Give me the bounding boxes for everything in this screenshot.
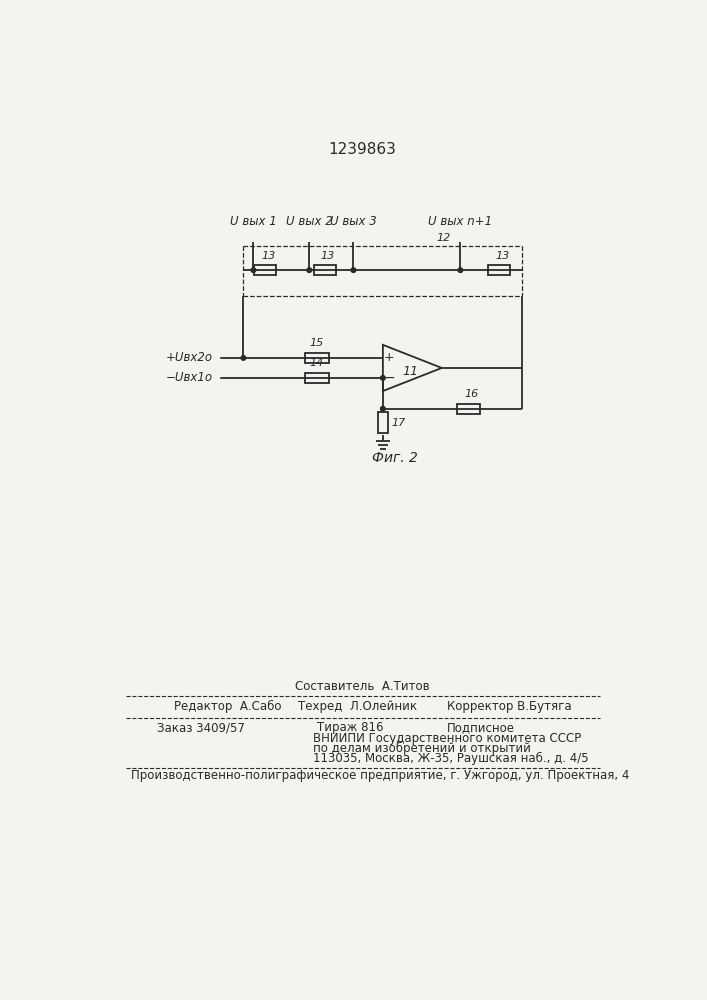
Circle shape [380,376,385,380]
Text: 15: 15 [310,338,324,348]
Text: Производственно-полиграфическое предприятие, г. Ужгород, ул. Проектная, 4: Производственно-полиграфическое предприя… [131,769,629,782]
Text: 113035, Москва, Ж-35, Раушская наб., д. 4/5: 113035, Москва, Ж-35, Раушская наб., д. … [313,752,589,765]
Text: 1239863: 1239863 [329,142,397,157]
Text: U вых n+1: U вых n+1 [428,215,493,228]
Bar [378,412,388,433]
Circle shape [213,375,219,381]
Text: Корректор В.Бутяга: Корректор В.Бутяга [448,700,572,713]
Text: 13: 13 [261,251,275,261]
Circle shape [380,406,385,411]
Text: 11: 11 [402,365,418,378]
Circle shape [307,268,312,272]
Bar [305,373,329,383]
Text: Редактор  А.Сабо: Редактор А.Сабо [174,700,281,713]
Bar [255,265,276,275]
Text: по делам изобретений и открытий: по делам изобретений и открытий [313,742,531,755]
Circle shape [457,231,464,237]
Text: U вых 1: U вых 1 [230,215,277,228]
Bar [314,265,336,275]
Circle shape [250,231,257,237]
Circle shape [213,355,219,361]
Circle shape [351,268,356,272]
Bar [489,265,510,275]
Circle shape [458,268,462,272]
Text: Заказ 3409/57: Заказ 3409/57 [156,721,245,734]
Bar [457,404,480,414]
Circle shape [351,231,356,237]
Text: 12: 12 [437,233,451,243]
Text: 13: 13 [495,251,509,261]
Text: −: − [383,371,395,385]
Text: Тираж 816: Тираж 816 [317,721,383,734]
Text: +: + [384,351,395,364]
Text: 16: 16 [464,389,479,399]
Text: 17: 17 [392,418,406,428]
Text: ВНИИПИ Государственного комитета СССР: ВНИИПИ Государственного комитета СССР [313,732,581,745]
Circle shape [306,231,312,237]
Text: −Uвх1о: −Uвх1о [165,371,212,384]
Text: Составитель  А.Титов: Составитель А.Титов [296,680,430,693]
Circle shape [251,268,256,272]
Text: Подписное: Подписное [448,721,515,734]
Text: 14: 14 [310,358,324,368]
Text: Фиг. 2: Фиг. 2 [372,451,417,465]
Text: 13: 13 [321,251,335,261]
Bar [305,353,329,363]
Circle shape [241,356,246,360]
Text: U вых 3: U вых 3 [330,215,377,228]
Text: Техред  Л.Олейник: Техред Л.Олейник [298,700,416,713]
Text: +Uвх2о: +Uвх2о [165,351,212,364]
Text: U вых 2: U вых 2 [286,215,332,228]
